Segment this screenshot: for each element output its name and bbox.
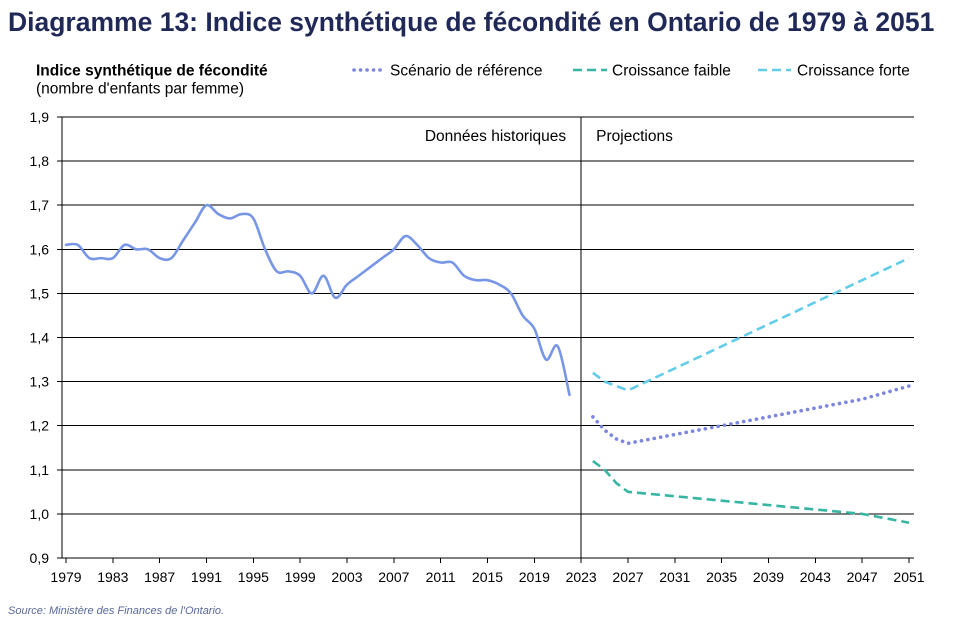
y-tick-label: 1,5 xyxy=(30,285,50,301)
y-tick-label: 0,9 xyxy=(30,550,50,566)
low-growth-line xyxy=(592,459,910,524)
x-tick-label: 2043 xyxy=(800,569,831,585)
x-tick-label: 2003 xyxy=(331,569,362,585)
chart-title: Diagramme 13: Indice synthétique de féco… xyxy=(8,7,934,37)
series-lines xyxy=(64,203,911,524)
legend-label: Scénario de référence xyxy=(390,63,543,80)
legend-item-high-growth: Croissance forte xyxy=(758,63,910,80)
y-tick-label: 1,3 xyxy=(30,374,50,390)
y-tick-label: 1,2 xyxy=(30,418,50,434)
x-tick-label: 1991 xyxy=(191,569,222,585)
x-tick-label: 2051 xyxy=(893,569,924,585)
y-tick-label: 1,7 xyxy=(30,197,50,213)
legend-item-reference-scenario: Scénario de référence xyxy=(352,63,543,80)
y-tick-label: 1,6 xyxy=(30,241,50,257)
historical-data-line xyxy=(64,203,571,397)
y-tick-label: 1,8 xyxy=(30,153,50,169)
x-tick-label: 2007 xyxy=(378,569,409,585)
x-tick-label: 2023 xyxy=(566,569,597,585)
y-axis-ticks: 0,9 1,0 1,1 1,2 1,3 1,4 1,5 1,6 1,7 1,8 1,9 xyxy=(30,109,62,566)
gridlines xyxy=(62,116,914,515)
y-tick-label: 1,4 xyxy=(30,330,50,346)
reference-scenario-line xyxy=(591,384,911,446)
x-tick-label: 1999 xyxy=(285,569,316,585)
region-label-historical: Données historiques xyxy=(425,128,567,145)
x-tick-label: 2035 xyxy=(706,569,737,585)
x-tick-label: 2047 xyxy=(847,569,878,585)
x-tick-label: 2027 xyxy=(612,569,643,585)
x-tick-label: 1983 xyxy=(97,569,128,585)
x-tick-label: 2011 xyxy=(426,569,456,585)
x-axis-ticks: 1979 1983 1987 1991 1995 1999 2003 2007 2011 2015… xyxy=(50,558,925,585)
legend-label: Croissance forte xyxy=(797,63,910,80)
legend-label: Croissance faible xyxy=(612,63,731,80)
x-tick-label: 2015 xyxy=(472,569,503,585)
x-tick-label: 2019 xyxy=(519,569,550,585)
legend-item-low-growth: Croissance faible xyxy=(573,63,731,80)
y-axis-subtitle: (nombre d'enfants par femme) xyxy=(36,81,244,98)
y-tick-label: 1,1 xyxy=(30,462,50,478)
x-tick-label: 1979 xyxy=(50,569,81,585)
x-tick-label: 2031 xyxy=(659,569,690,585)
period-divider: Données historiques Projections xyxy=(425,117,673,558)
y-tick-label: 1,9 xyxy=(30,109,50,125)
region-label-projections: Projections xyxy=(596,128,673,145)
x-tick-label: 1987 xyxy=(144,569,175,585)
x-tick-label: 2039 xyxy=(753,569,784,585)
legend: Scénario de référence Croissance faible … xyxy=(352,63,910,80)
y-axis-title: Indice synthétique de fécondité xyxy=(36,63,268,80)
x-tick-label: 1995 xyxy=(238,569,269,585)
y-tick-label: 1,0 xyxy=(30,506,50,522)
source-note: Source: Ministère des Finances de l'Onta… xyxy=(8,605,224,617)
high-growth-line xyxy=(592,256,910,392)
